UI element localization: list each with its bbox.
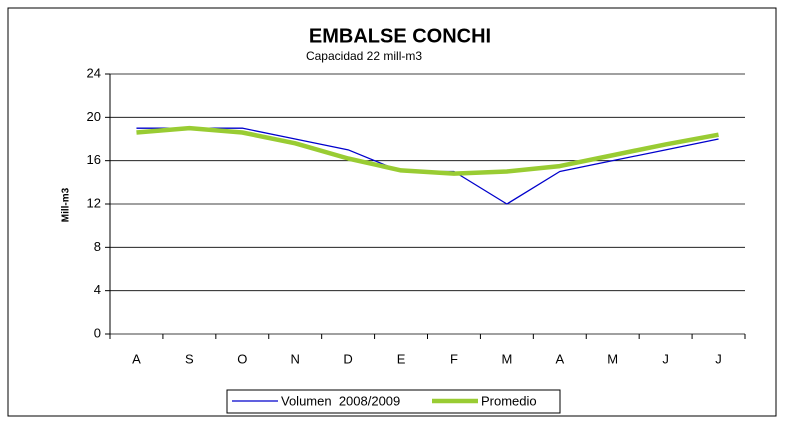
x-tick-label: S bbox=[185, 351, 194, 366]
y-tick-label: 24 bbox=[87, 65, 101, 80]
y-tick-label: 0 bbox=[94, 325, 101, 340]
series-line bbox=[136, 125, 719, 176]
x-tick-label: O bbox=[237, 351, 247, 366]
x-tick-label: A bbox=[132, 351, 141, 366]
y-tick-label: 8 bbox=[94, 239, 101, 254]
y-tick-label: 16 bbox=[87, 152, 101, 167]
chart-frame bbox=[7, 7, 777, 417]
chart-subtitle: Capacidad 22 mill-m3 bbox=[306, 49, 422, 63]
x-tick-label: E bbox=[397, 351, 406, 366]
x-tick-label: N bbox=[291, 351, 300, 366]
legend-label: Promedio bbox=[481, 393, 537, 408]
y-tick-label: 20 bbox=[87, 109, 101, 124]
x-tick-label: M bbox=[501, 351, 512, 366]
legend bbox=[226, 389, 561, 414]
x-tick-label: M bbox=[607, 351, 618, 366]
legend-label: Volumen 2008/2009 bbox=[281, 393, 400, 408]
x-tick-label: J bbox=[662, 351, 669, 366]
y-tick-label: 12 bbox=[87, 195, 101, 210]
x-tick-label: A bbox=[555, 351, 564, 366]
x-tick-label: J bbox=[715, 351, 722, 366]
x-tick-label: D bbox=[343, 351, 352, 366]
y-axis-label: Mill-m3 bbox=[61, 187, 72, 222]
y-tick-label: 4 bbox=[94, 282, 101, 297]
x-tick-label: F bbox=[450, 351, 458, 366]
chart-title: EMBALSE CONCHI bbox=[309, 25, 491, 47]
